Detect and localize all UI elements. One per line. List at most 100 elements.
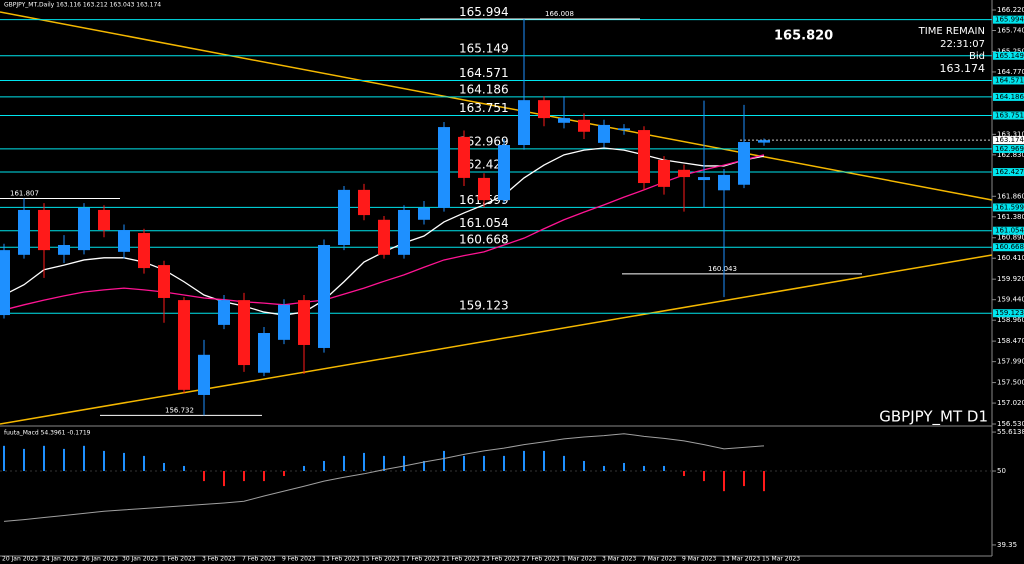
marker-label: 160.043 xyxy=(708,265,737,273)
candle-body xyxy=(198,354,210,395)
level-box-label: 161.599 xyxy=(995,203,1024,211)
x-tick-label: 26 Jan 2023 xyxy=(82,556,118,563)
histogram-bar xyxy=(563,455,565,472)
x-tick-label: 1 Feb 2023 xyxy=(162,556,196,563)
y-tick-label: 162.830 xyxy=(997,151,1024,159)
histogram-bar xyxy=(583,460,585,472)
x-tick-label: 13 Feb 2023 xyxy=(322,556,360,563)
level-box xyxy=(993,203,1024,212)
marker-label: 161.807 xyxy=(10,190,39,198)
level-box xyxy=(993,111,1024,120)
histogram-bar xyxy=(63,448,65,472)
x-tick-label: 17 Feb 2023 xyxy=(402,556,440,563)
x-tick-label: 21 Feb 2023 xyxy=(442,556,480,563)
level-box xyxy=(993,309,1024,318)
histogram-bar xyxy=(663,465,665,472)
histogram-bar xyxy=(743,471,745,487)
candle-body xyxy=(578,119,590,132)
level-box-label: 160.668 xyxy=(995,243,1024,251)
level-label: 162.427 xyxy=(459,158,509,172)
level-box xyxy=(993,51,1024,60)
x-tick-label: 30 Jan 2023 xyxy=(122,556,158,563)
candle-body xyxy=(538,100,550,119)
candle-body xyxy=(358,189,370,216)
candle-body xyxy=(238,300,250,366)
histogram-bar xyxy=(483,455,485,472)
histogram-bar xyxy=(623,462,625,472)
level-box-label: 165.149 xyxy=(995,52,1024,60)
candle-body xyxy=(398,209,410,255)
histogram-bar xyxy=(403,455,405,472)
candle-body xyxy=(658,159,670,187)
candle-body xyxy=(598,124,610,143)
histogram-bar xyxy=(323,460,325,472)
big-price: 165.820 xyxy=(774,29,833,44)
y-tick-label: 50 xyxy=(997,467,1006,475)
histogram-bar xyxy=(223,471,225,487)
histogram-bar xyxy=(83,445,85,472)
level-box xyxy=(993,243,1024,252)
symbol: GBPJPY_MT D1 xyxy=(879,408,988,427)
x-tick-label: 7 Feb 2023 xyxy=(242,556,276,563)
histogram-bar xyxy=(603,465,605,472)
bid-box-label: 163.174 xyxy=(995,136,1024,144)
histogram-bar xyxy=(703,471,705,482)
time-label: TIME REMAIN xyxy=(918,26,985,37)
histogram-bar xyxy=(263,471,265,482)
level-label: 165.149 xyxy=(459,41,509,55)
level-label: 162.969 xyxy=(459,134,509,148)
histogram-bar xyxy=(443,450,445,472)
candle-body xyxy=(138,233,150,269)
histogram-bar xyxy=(543,450,545,472)
y-tick-label: 159.440 xyxy=(997,296,1024,304)
trendline xyxy=(0,11,993,201)
candle-body xyxy=(558,118,570,123)
histogram-bar xyxy=(763,471,765,492)
candle-body xyxy=(278,304,290,340)
marker-label: 166.008 xyxy=(545,10,574,18)
histogram-bar xyxy=(503,455,505,472)
x-tick-label: 23 Feb 2023 xyxy=(482,556,520,563)
histogram-bar xyxy=(343,455,345,472)
histogram-bar xyxy=(283,471,285,477)
y-tick-label: 160.890 xyxy=(997,234,1024,242)
candle-body xyxy=(418,207,430,220)
y-tick-label: 39.35 xyxy=(997,541,1017,549)
y-tick-label: 157.500 xyxy=(997,379,1024,387)
level-box xyxy=(993,92,1024,101)
x-tick-label: 13 Mar 2023 xyxy=(722,556,760,563)
candle-body xyxy=(738,142,750,185)
y-tick-label: 163.310 xyxy=(997,130,1024,138)
histogram-bar xyxy=(23,448,25,472)
y-tick-label: 55.6138 xyxy=(997,428,1024,436)
histogram-bar xyxy=(103,450,105,472)
y-tick-label: 158.960 xyxy=(997,316,1024,324)
x-tick-label: 27 Feb 2023 xyxy=(522,556,560,563)
level-box xyxy=(993,168,1024,177)
y-tick-label: 157.020 xyxy=(997,399,1024,407)
candle-body xyxy=(638,130,650,184)
y-tick-label: 161.380 xyxy=(997,213,1024,221)
histogram-bar xyxy=(383,455,385,472)
marker-label: 156.732 xyxy=(165,406,194,414)
histogram-bar xyxy=(423,460,425,472)
level-box xyxy=(993,15,1024,24)
candle-body xyxy=(498,145,510,201)
candle-body xyxy=(298,300,310,345)
histogram-bar xyxy=(523,450,525,472)
y-tick-label: 158.470 xyxy=(997,337,1024,345)
trendline xyxy=(0,254,993,425)
candle-body xyxy=(618,128,630,131)
histogram-bar xyxy=(143,455,145,472)
candle-body xyxy=(698,177,710,181)
x-tick-label: 9 Feb 2023 xyxy=(282,556,316,563)
level-box-label: 161.054 xyxy=(995,227,1024,235)
histogram-bar xyxy=(243,471,245,482)
histogram-bar xyxy=(683,471,685,477)
histogram-bar xyxy=(723,471,725,492)
histogram-bar xyxy=(643,465,645,472)
candle-body xyxy=(478,177,490,201)
x-tick-label: 1 Mar 2023 xyxy=(562,556,596,563)
moving-average xyxy=(3,154,765,311)
